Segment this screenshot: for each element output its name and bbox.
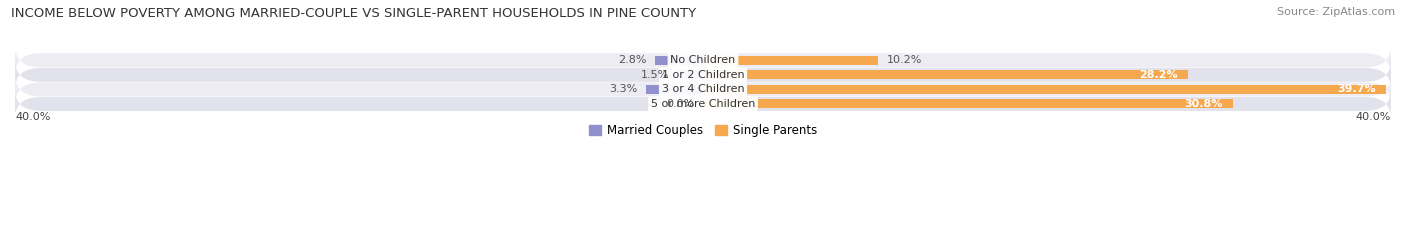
Text: 5 or more Children: 5 or more Children <box>651 99 755 109</box>
FancyBboxPatch shape <box>15 60 1391 90</box>
Bar <box>655 56 703 65</box>
Text: 1.5%: 1.5% <box>640 70 669 80</box>
Text: 1 or 2 Children: 1 or 2 Children <box>662 70 744 80</box>
Bar <box>703 56 879 65</box>
Text: 40.0%: 40.0% <box>15 112 51 122</box>
Bar <box>678 70 703 79</box>
FancyBboxPatch shape <box>15 45 1391 75</box>
Text: 2.8%: 2.8% <box>617 55 647 65</box>
Text: 0.0%: 0.0% <box>666 99 695 109</box>
Text: 10.2%: 10.2% <box>887 55 922 65</box>
Text: No Children: No Children <box>671 55 735 65</box>
Bar <box>703 85 1386 94</box>
FancyBboxPatch shape <box>15 89 1391 119</box>
Text: 28.2%: 28.2% <box>1139 70 1178 80</box>
Text: 40.0%: 40.0% <box>1355 112 1391 122</box>
Bar <box>703 99 1233 109</box>
FancyBboxPatch shape <box>15 75 1391 104</box>
Text: 30.8%: 30.8% <box>1184 99 1222 109</box>
Text: INCOME BELOW POVERTY AMONG MARRIED-COUPLE VS SINGLE-PARENT HOUSEHOLDS IN PINE CO: INCOME BELOW POVERTY AMONG MARRIED-COUPL… <box>11 7 696 20</box>
Text: 39.7%: 39.7% <box>1337 84 1375 94</box>
Bar <box>703 70 1188 79</box>
Text: Source: ZipAtlas.com: Source: ZipAtlas.com <box>1277 7 1395 17</box>
Text: 3 or 4 Children: 3 or 4 Children <box>662 84 744 94</box>
Legend: Married Couples, Single Parents: Married Couples, Single Parents <box>589 124 817 137</box>
Bar <box>647 85 703 94</box>
Text: 3.3%: 3.3% <box>609 84 638 94</box>
